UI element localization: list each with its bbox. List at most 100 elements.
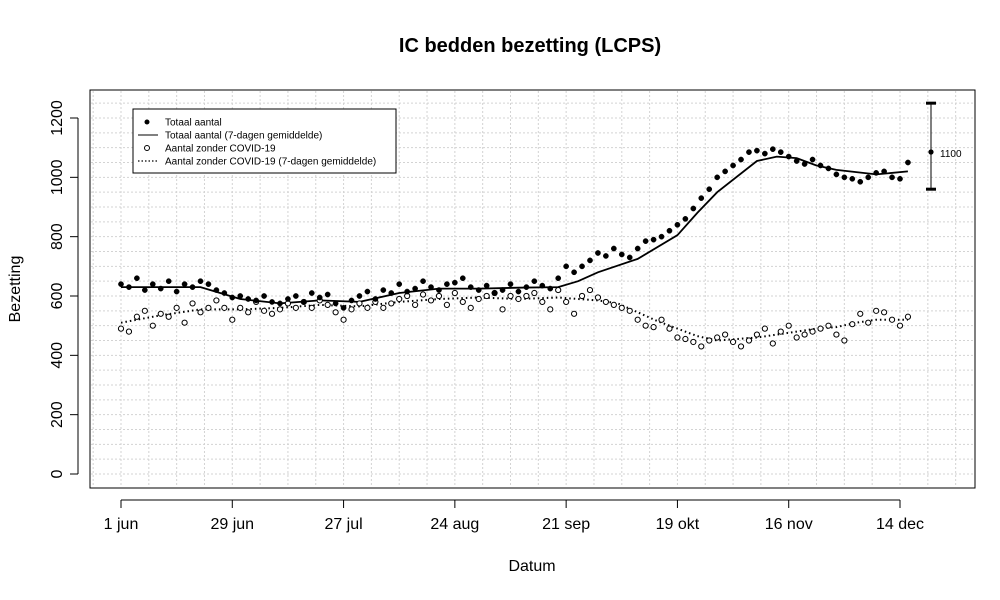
point-total (340, 305, 347, 311)
point-non-covid (237, 304, 244, 311)
point-total (714, 174, 721, 181)
point-total (849, 175, 856, 182)
point-total (316, 294, 323, 301)
point-total (293, 293, 299, 299)
point-non-covid (181, 319, 188, 326)
point-non-covid (642, 322, 649, 329)
point-total (666, 227, 673, 234)
point-total (356, 293, 363, 299)
point-total (626, 254, 633, 261)
point-non-covid (245, 309, 252, 316)
point-non-covid (833, 331, 840, 338)
legend-symbol-filled-point (144, 119, 150, 125)
point-non-covid (435, 292, 443, 300)
annotation-point (928, 149, 934, 155)
point-total (197, 278, 204, 285)
point-total (134, 275, 140, 282)
point-total (428, 284, 434, 290)
point-non-covid (586, 286, 594, 294)
point-non-covid (563, 298, 570, 306)
point-total (793, 158, 800, 164)
point-non-covid (380, 304, 387, 311)
point-total (531, 278, 538, 285)
point-non-covid (459, 298, 466, 306)
point-non-covid (133, 313, 140, 320)
y-axis-title: Bezetting (7, 256, 24, 323)
point-non-covid (483, 292, 490, 300)
point-non-covid (539, 298, 546, 306)
point-total (229, 294, 236, 301)
point-non-covid (674, 334, 681, 341)
point-non-covid (165, 313, 172, 320)
x-tick-label: 27 jul (324, 516, 362, 533)
point-non-covid (865, 319, 872, 326)
point-non-covid (189, 300, 196, 307)
point-total (674, 221, 681, 228)
x-tick-label: 16 nov (765, 516, 813, 533)
point-total (285, 296, 291, 302)
point-total (603, 253, 609, 259)
point-non-covid (149, 322, 156, 329)
point-non-covid (443, 301, 451, 308)
point-total (459, 275, 466, 282)
point-total (237, 293, 244, 299)
x-tick-label: 29 jun (210, 516, 254, 533)
point-total (650, 236, 657, 243)
point-total (897, 175, 903, 182)
plot-frame (89, 89, 976, 489)
y-tick-label: 800 (49, 223, 66, 250)
point-total (404, 288, 411, 295)
x-axis-title: Datum (508, 558, 555, 575)
point-non-covid (650, 324, 657, 331)
point-total (126, 284, 132, 290)
y-tick-label: 1000 (49, 159, 66, 195)
point-total (841, 174, 848, 181)
point-total (483, 282, 490, 289)
point-non-covid (173, 304, 180, 311)
point-total (308, 290, 315, 296)
point-total (221, 290, 228, 296)
point-total (762, 150, 768, 157)
point-non-covid (451, 289, 458, 297)
point-total (571, 269, 577, 276)
point-total (785, 153, 792, 160)
point-non-covid (801, 331, 808, 338)
point-non-covid (388, 300, 395, 307)
point-non-covid (785, 322, 792, 329)
point-non-covid (578, 292, 586, 300)
point-non-covid (229, 316, 236, 323)
point-non-covid (729, 338, 737, 346)
annotation-label: 1100 (940, 149, 962, 160)
point-non-covid (507, 292, 514, 300)
point-non-covid (793, 334, 800, 341)
point-non-covid (761, 325, 768, 332)
point-non-covid (722, 331, 729, 338)
point-total (722, 168, 728, 175)
point-total (587, 257, 593, 264)
point-non-covid (197, 309, 204, 316)
point-non-covid (896, 322, 904, 329)
point-total (269, 299, 275, 305)
point-non-covid (841, 337, 848, 344)
point-non-covid (125, 328, 133, 335)
point-total (634, 245, 641, 252)
point-total (324, 291, 331, 298)
x-tick-label: 19 okt (656, 516, 700, 533)
point-total (277, 300, 283, 307)
point-non-covid (682, 335, 689, 343)
point-total (539, 282, 546, 289)
point-total (769, 146, 776, 152)
annotation: 1100 (926, 101, 962, 191)
point-non-covid (547, 306, 554, 313)
point-total (372, 296, 379, 302)
point-total (698, 195, 705, 201)
point-total (189, 284, 196, 290)
point-non-covid (753, 331, 761, 338)
point-non-covid (324, 301, 331, 308)
point-non-covid (419, 291, 427, 298)
point-total (523, 284, 530, 290)
point-total (555, 275, 562, 282)
point-non-covid (292, 304, 299, 311)
point-total (730, 162, 736, 169)
